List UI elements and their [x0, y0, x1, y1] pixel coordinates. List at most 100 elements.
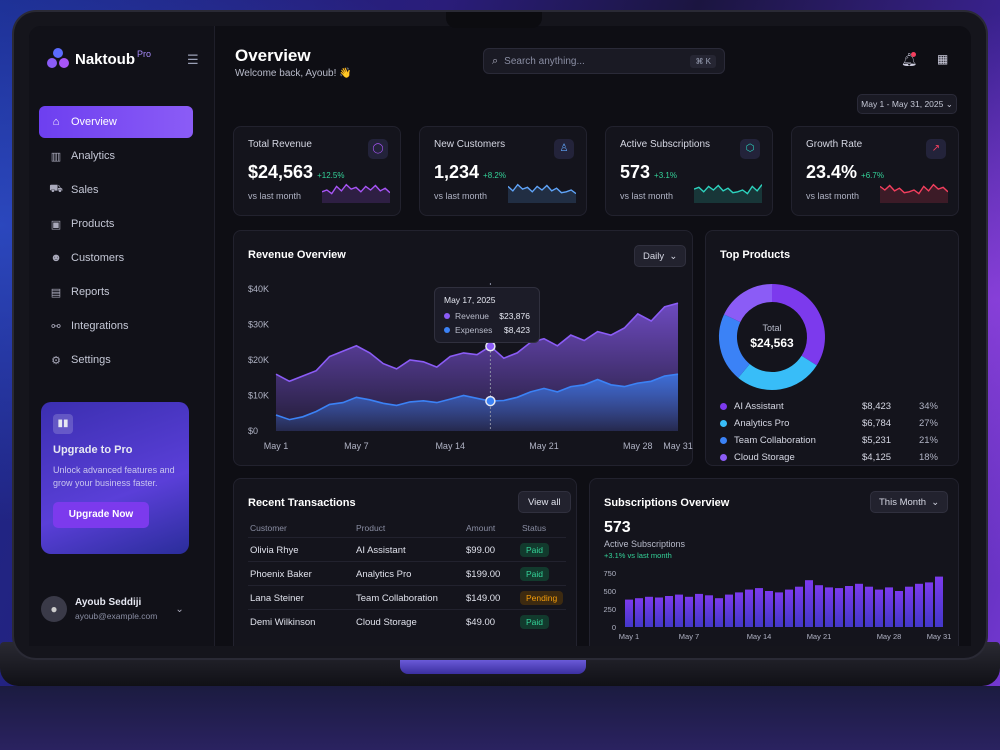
home-icon: ⌂ — [52, 116, 60, 128]
search-bar[interactable]: ⌕ Search anything... ⌘ K — [483, 48, 725, 74]
bar — [895, 591, 903, 627]
legend-item: Team Collaboration $5,231 21% — [720, 435, 938, 446]
bar-chart-icon: ▮▮ — [53, 414, 73, 434]
search-shortcut: ⌘ K — [690, 54, 716, 68]
chevron-down-icon[interactable]: ⌄ — [175, 603, 184, 615]
page-subtitle: Welcome back, Ayoub! 👋 — [235, 68, 352, 79]
sidebar-item-reports[interactable]: ▤ Reports — [39, 276, 193, 308]
bar — [915, 583, 923, 627]
sidebar-item-settings[interactable]: ⚙ Settings — [39, 344, 193, 376]
y-tick-label: 250 — [603, 605, 616, 614]
kpi-card: Growth Rate ↗ 23.4% +6.7% vs last month — [791, 126, 959, 216]
kpi-comparison: vs last month — [248, 191, 302, 201]
legend-item: AI Assistant $8,423 34% — [720, 401, 938, 412]
legend-item: Analytics Pro $6,784 27% — [720, 418, 938, 429]
cell-customer: Lana Steiner — [250, 593, 304, 604]
sidebar-item-products[interactable]: ▣ Products — [39, 208, 193, 240]
tooltip-expenses-value: $8,423 — [504, 325, 530, 335]
top-products-card: Top Products Total $24,563 AI Assistant … — [705, 230, 959, 466]
kpi-sparkline — [508, 183, 576, 203]
y-tick-label: $0 — [248, 426, 258, 436]
donut-slice-analytics-pro — [738, 355, 817, 390]
donut-slice-cloud-storage — [724, 284, 773, 323]
subscriptions-label: Active Subscriptions — [604, 539, 686, 549]
x-tick-label: May 7 — [344, 441, 369, 451]
cell-amount: $49.00 — [466, 617, 496, 628]
table-row[interactable]: Lana Steiner Team Collaboration $149.00 … — [248, 585, 566, 609]
cell-amount: $199.00 — [466, 569, 501, 580]
report-icon: ▤ — [50, 286, 62, 299]
donut-center-label: Total — [762, 323, 782, 333]
table-row[interactable]: Olivia Rhye AI Assistant $99.00 Paid — [248, 537, 566, 561]
legend-value: $6,784 — [862, 418, 892, 429]
x-tick-label: May 31 — [663, 441, 693, 451]
revenue-title: Revenue Overview — [248, 249, 346, 261]
dashboard-screen: Naktoub Pro ☰ ⌂ Overview ▥ Analytics ⛟ Sales ▣… — [29, 26, 971, 646]
bar — [825, 587, 833, 627]
sidebar-item-sales[interactable]: ⛟ Sales — [39, 174, 193, 206]
col-status: Status — [522, 523, 547, 533]
bar — [695, 593, 703, 627]
sidebar-item-customers[interactable]: ☻ Customers — [39, 242, 193, 274]
sidebar-item-label: Settings — [71, 354, 111, 366]
legend-percent: 18% — [918, 452, 938, 463]
sidebar-item-integrations[interactable]: ⚯ Integrations — [39, 310, 193, 342]
bar — [635, 598, 643, 627]
legend-item: Cloud Storage $4,125 18% — [720, 452, 938, 463]
cell-product: Team Collaboration — [356, 593, 438, 604]
collapse-sidebar-icon[interactable]: ☰ — [187, 52, 199, 67]
kpi-card: New Customers ♙ 1,234 +8.2% vs last month — [419, 126, 587, 216]
status-badge: Paid — [520, 543, 550, 557]
transactions-title: Recent Transactions — [248, 497, 356, 509]
view-all-button[interactable]: View all — [518, 491, 571, 513]
x-tick-label: May 1 — [264, 441, 289, 451]
y-tick-label: $20K — [248, 355, 269, 365]
x-tick-label: May 1 — [619, 632, 639, 641]
hover-point-expenses — [485, 395, 496, 407]
x-tick-label: May 21 — [807, 632, 832, 641]
table-row[interactable]: Phoenix Baker Analytics Pro $199.00 Paid — [248, 561, 566, 585]
legend-name: AI Assistant — [734, 401, 784, 412]
cell-customer: Olivia Rhye — [250, 545, 299, 556]
legend-value: $5,231 — [862, 435, 892, 446]
kpi-comparison: vs last month — [806, 191, 860, 201]
series-line-expenses — [275, 373, 679, 421]
cell-product: AI Assistant — [356, 545, 406, 556]
upgrade-now-button[interactable]: Upgrade Now — [53, 502, 149, 528]
tooltip-date: May 17, 2025 — [444, 295, 496, 305]
kpi-value: 1,234 — [434, 162, 480, 182]
bar — [765, 591, 773, 627]
search-icon: ⌕ — [492, 54, 499, 67]
kpi-delta: +6.7% — [861, 171, 884, 180]
x-tick-label: May 21 — [529, 441, 559, 451]
user-profile[interactable]: ● Ayoub Seddiji ayoub@example.com ⌄ — [41, 596, 201, 622]
cell-customer: Phoenix Baker — [250, 569, 312, 580]
revenue-period-dropdown[interactable]: Daily ⌄ — [634, 245, 687, 267]
series-area-expenses — [276, 374, 678, 431]
col-amount: Amount — [466, 523, 496, 533]
bar — [815, 585, 823, 627]
sidebar-item-analytics[interactable]: ▥ Analytics — [39, 140, 193, 172]
subscriptions-period-dropdown[interactable]: This Month ⌄ — [870, 491, 949, 513]
revenue-area-chart: $40K $30K $20K $10K $0 May 1 May 7 May 14 May 21… — [248, 283, 693, 451]
hover-point-revenue — [485, 340, 496, 352]
cube-icon: ⬡ — [740, 139, 760, 159]
kpi-label: Growth Rate — [806, 139, 863, 150]
y-tick-label: 500 — [603, 587, 616, 596]
status-badge: Paid — [520, 567, 550, 581]
top-products-title: Top Products — [720, 249, 791, 261]
x-tick-label: May 28 — [623, 441, 653, 451]
kpi-delta: +12.5% — [317, 171, 345, 180]
table-row[interactable]: Demi Wilkinson Cloud Storage $49.00 Paid — [248, 609, 566, 633]
bar — [835, 588, 843, 627]
calendar-icon[interactable]: ▦ — [937, 52, 949, 66]
search-input[interactable]: Search anything... — [504, 55, 585, 67]
x-tick-label: May 31 — [927, 632, 952, 641]
date-range-picker[interactable]: May 1 - May 31, 2025 ⌄ — [857, 94, 957, 114]
notification-dot — [911, 52, 916, 57]
top-products-donut — [719, 284, 825, 390]
sidebar-item-overview[interactable]: ⌂ Overview — [39, 106, 193, 138]
bar — [675, 594, 683, 627]
upgrade-title: Upgrade to Pro — [53, 444, 133, 456]
